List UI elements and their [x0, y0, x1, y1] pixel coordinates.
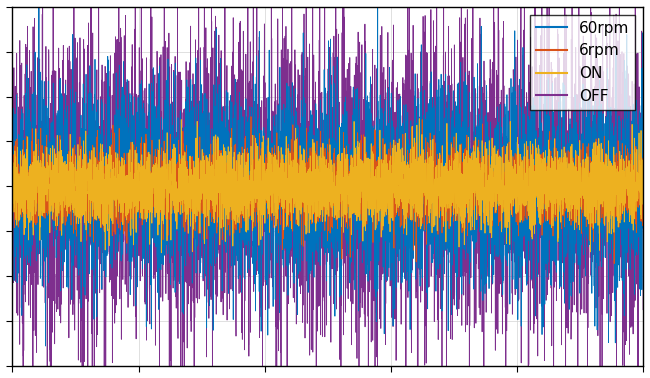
60rpm	[387, 278, 395, 282]
Legend: 60rpm, 6rpm, ON, OFF: 60rpm, 6rpm, ON, OFF	[530, 15, 636, 110]
OFF	[419, 240, 426, 244]
60rpm	[250, 74, 257, 79]
60rpm	[419, 132, 426, 136]
60rpm	[527, 107, 535, 112]
ON	[250, 210, 257, 214]
ON	[479, 154, 487, 159]
6rpm	[250, 158, 257, 162]
Line: ON: ON	[12, 119, 643, 253]
ON	[8, 197, 16, 202]
6rpm	[610, 261, 618, 266]
6rpm	[479, 186, 487, 191]
6rpm	[247, 115, 255, 119]
60rpm	[479, 284, 487, 288]
ON	[415, 116, 423, 121]
ON	[123, 195, 131, 199]
6rpm	[527, 173, 535, 178]
OFF	[124, 195, 131, 200]
60rpm	[124, 77, 131, 82]
Line: 60rpm: 60rpm	[12, 0, 643, 346]
OFF	[250, 248, 257, 253]
ON	[387, 208, 395, 213]
ON	[639, 187, 647, 192]
OFF	[8, 195, 16, 200]
ON	[157, 251, 165, 255]
6rpm	[8, 192, 16, 197]
Line: 6rpm: 6rpm	[12, 117, 643, 263]
6rpm	[123, 151, 131, 155]
OFF	[387, 105, 395, 110]
6rpm	[419, 221, 426, 226]
60rpm	[639, 226, 647, 230]
OFF	[527, 117, 535, 121]
6rpm	[387, 143, 395, 147]
60rpm	[8, 160, 16, 164]
60rpm	[42, 344, 49, 348]
6rpm	[639, 171, 647, 176]
Line: OFF: OFF	[12, 0, 643, 378]
ON	[527, 189, 535, 193]
ON	[419, 192, 426, 197]
OFF	[639, 307, 647, 312]
OFF	[479, 253, 487, 257]
